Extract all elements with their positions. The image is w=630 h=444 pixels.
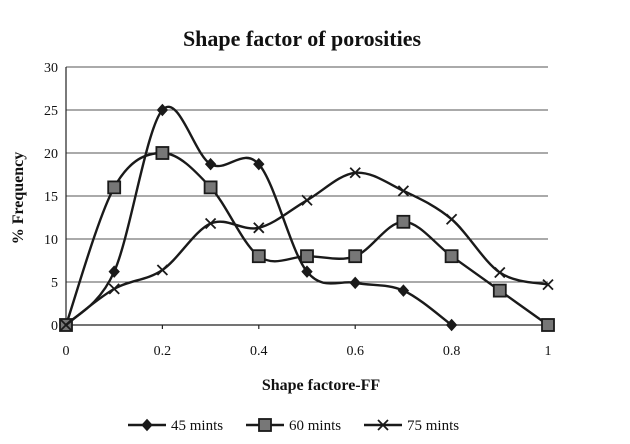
legend-item-45-mints: 45 mints	[128, 418, 223, 434]
series-line-45-mints	[64, 105, 453, 327]
legend-marker-60-mints	[258, 418, 272, 432]
x-tick-label: 1	[545, 344, 552, 359]
data-point-45-mints	[301, 265, 313, 278]
legend-label: 60 mints	[289, 418, 341, 434]
series-layer	[59, 103, 555, 332]
data-point-75-mints	[542, 278, 554, 291]
data-point-75-mints	[204, 217, 217, 230]
x-tick-label: 0.2	[154, 344, 172, 359]
data-point-75-mints-stroke	[60, 319, 72, 331]
data-point-75-mints-stroke	[349, 167, 361, 179]
data-point-75-mints-stroke	[397, 185, 410, 197]
data-point-60-mints	[492, 283, 507, 298]
x-tick-label: 0.4	[250, 344, 268, 359]
y-tick-label: 20	[44, 147, 58, 162]
chart-title: Shape factor of porosities	[183, 26, 422, 51]
data-point-45-mints	[349, 276, 361, 290]
axis-layer: 0 5 10 15 20 25 30 0 0.2 0.4 0.6 0.8 1	[44, 61, 552, 359]
series-75-mints	[60, 167, 554, 331]
data-point-75-mints-stroke	[301, 194, 313, 206]
series-45-mints	[60, 103, 458, 332]
data-point-60-mints	[107, 180, 122, 195]
legend-label: 75 mints	[407, 418, 459, 434]
data-point-60-mints	[396, 214, 411, 229]
data-point-60-mints	[541, 318, 555, 332]
legend: 45 mints 60 mints 75 mints	[128, 418, 459, 434]
y-tick-label: 10	[44, 233, 58, 248]
data-point-75-mints	[349, 167, 361, 179]
data-point-45-mints	[108, 265, 120, 278]
data-point-75-mints-stroke	[542, 278, 554, 291]
legend-label: 45 mints	[171, 418, 223, 434]
data-point-75-mints-stroke	[494, 266, 506, 279]
data-point-75-mints	[60, 319, 72, 331]
x-tick-label: 0.8	[443, 344, 461, 359]
data-point-45-mints	[397, 284, 410, 297]
data-point-75-mints	[301, 194, 313, 206]
y-tick-label: 30	[44, 61, 58, 76]
data-point-75-mints	[445, 213, 458, 225]
y-tick-label: 5	[51, 276, 58, 291]
data-point-75-mints	[397, 185, 410, 197]
data-point-60-mints	[251, 249, 266, 264]
y-tick-label: 25	[44, 104, 58, 119]
data-point-75-mints-stroke	[204, 217, 217, 230]
data-point-75-mints	[108, 283, 120, 295]
legend-item-60-mints: 60 mints	[246, 418, 341, 434]
series-line-75-mints	[64, 171, 550, 327]
data-point-60-mints	[155, 146, 170, 160]
y-axis-title: % Frequency	[10, 152, 27, 245]
legend-marker-75-mints	[377, 419, 389, 431]
data-point-75-mints-stroke	[445, 213, 458, 225]
x-axis-title: Shape factore-FF	[262, 377, 381, 394]
data-point-45-mints	[156, 103, 169, 117]
x-tick-label: 0.6	[346, 344, 364, 359]
data-point-75-mints-stroke	[253, 222, 265, 234]
x-tick-label: 0	[63, 344, 70, 359]
legend-marker-75-mints-stroke	[377, 419, 389, 431]
data-point-75-mints-stroke	[156, 264, 169, 276]
data-point-60-mints	[300, 249, 314, 264]
data-point-75-mints	[253, 222, 265, 234]
data-point-60-mints	[203, 180, 218, 195]
legend-item-75-mints: 75 mints	[364, 418, 459, 434]
data-point-75-mints	[494, 266, 506, 279]
data-point-75-mints	[156, 264, 169, 276]
y-tick-label: 0	[51, 319, 58, 334]
data-point-45-mints	[253, 157, 265, 171]
legend-marker-45-mints	[141, 418, 153, 432]
data-point-45-mints	[445, 318, 458, 332]
data-point-60-mints	[444, 249, 459, 264]
data-point-45-mints	[204, 157, 217, 171]
data-point-60-mints	[348, 249, 363, 264]
y-tick-label: 15	[44, 190, 58, 205]
data-point-75-mints-stroke	[108, 283, 120, 295]
